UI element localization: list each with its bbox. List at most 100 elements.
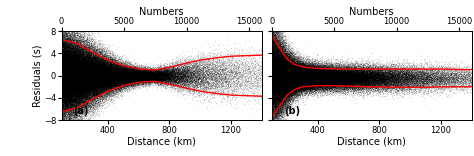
Point <box>107 70 115 72</box>
Point <box>82 58 90 60</box>
Point <box>410 80 418 83</box>
Point <box>79 75 86 77</box>
Point <box>271 81 279 84</box>
Point <box>271 92 279 95</box>
Point <box>63 78 70 80</box>
Point <box>60 65 68 68</box>
Point <box>145 76 153 79</box>
Point <box>61 61 69 63</box>
Point <box>79 66 86 68</box>
Point <box>280 87 287 90</box>
Point <box>292 75 300 77</box>
Point <box>146 81 154 83</box>
Point <box>71 89 78 91</box>
Point <box>73 82 80 84</box>
Point <box>166 68 173 71</box>
Point <box>304 80 312 82</box>
Point <box>297 77 305 80</box>
Point <box>314 90 321 93</box>
Point <box>69 52 76 55</box>
Point <box>68 47 76 49</box>
Point <box>65 63 73 66</box>
Point <box>65 99 73 101</box>
Point <box>91 87 99 89</box>
Point <box>83 69 91 72</box>
Point <box>305 74 312 76</box>
Point <box>64 74 72 77</box>
Point <box>121 84 128 87</box>
Point <box>80 36 87 38</box>
Point <box>273 61 280 63</box>
Point <box>150 77 157 80</box>
Point <box>160 71 167 74</box>
Point <box>313 81 320 84</box>
Point <box>81 83 88 86</box>
Point <box>400 67 408 70</box>
Point <box>189 78 196 80</box>
Point <box>358 82 365 84</box>
Point <box>82 68 90 71</box>
Point <box>100 84 107 86</box>
Point <box>140 72 148 74</box>
Point <box>62 47 70 49</box>
Point <box>290 81 298 83</box>
Point <box>378 76 385 79</box>
Point <box>293 72 301 74</box>
Point <box>154 74 162 76</box>
Point <box>100 68 108 71</box>
Point <box>64 48 72 51</box>
Point <box>301 81 309 84</box>
Point <box>77 39 85 42</box>
Point <box>271 85 279 88</box>
Point <box>69 89 76 91</box>
Point <box>92 66 100 68</box>
Point <box>102 63 109 66</box>
Point <box>80 66 88 68</box>
Point <box>73 99 81 102</box>
Point <box>292 78 300 80</box>
Point <box>296 81 304 84</box>
Point <box>294 82 301 84</box>
Point <box>64 70 72 73</box>
Point <box>141 81 148 83</box>
Point <box>284 60 292 63</box>
Point <box>318 78 326 81</box>
Point <box>75 65 82 68</box>
Point <box>270 45 278 47</box>
Point <box>151 73 158 75</box>
Point <box>80 81 88 84</box>
Point <box>61 30 68 32</box>
Point <box>272 66 279 69</box>
Point <box>79 95 86 97</box>
Point <box>71 78 78 81</box>
Point <box>284 89 292 91</box>
Point <box>126 75 133 78</box>
Point <box>83 74 91 76</box>
Point <box>277 87 284 90</box>
Point <box>69 72 77 74</box>
Point <box>74 75 82 77</box>
Point <box>61 92 68 94</box>
Point <box>468 66 474 69</box>
Point <box>273 88 281 91</box>
Point <box>93 72 100 75</box>
Point <box>289 75 297 78</box>
Point <box>309 83 317 86</box>
Point <box>67 65 74 68</box>
Point <box>62 44 69 47</box>
Point <box>271 96 278 98</box>
Point <box>406 75 414 78</box>
Point <box>62 92 69 94</box>
Point <box>468 84 474 86</box>
Point <box>315 74 323 76</box>
Point <box>118 78 126 80</box>
Point <box>273 69 281 71</box>
Point <box>302 68 310 70</box>
Point <box>64 85 72 87</box>
Point <box>279 82 286 84</box>
Point <box>253 74 261 76</box>
Point <box>319 76 327 79</box>
Point <box>288 77 295 79</box>
Point <box>111 62 119 64</box>
Point <box>278 119 286 121</box>
